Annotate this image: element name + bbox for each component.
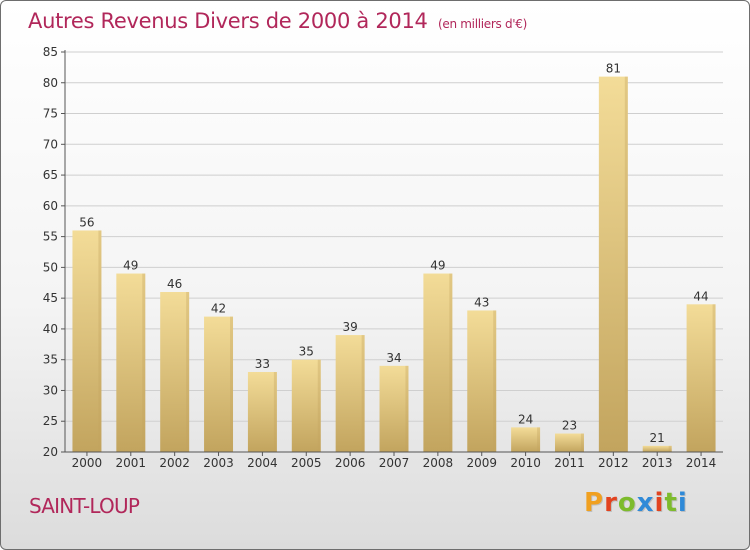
y-tick-label: 60 xyxy=(43,199,58,213)
bar-2004 xyxy=(247,372,277,452)
y-tick-label: 45 xyxy=(43,291,58,305)
bar-shade xyxy=(580,433,584,452)
data-label: 23 xyxy=(562,419,577,433)
logo-letter: i xyxy=(677,488,688,518)
x-tick-label: 2001 xyxy=(116,456,147,470)
x-tick-label: 2006 xyxy=(335,456,366,470)
bar-shade xyxy=(186,292,190,452)
x-tick-label: 2005 xyxy=(291,456,322,470)
y-tick-label: 20 xyxy=(43,445,58,459)
y-tick-label: 35 xyxy=(43,353,58,367)
data-label: 46 xyxy=(167,277,182,291)
bar-shade xyxy=(98,230,102,452)
x-tick-label: 2009 xyxy=(466,456,497,470)
bar-shade xyxy=(230,316,234,452)
bar-shade xyxy=(317,359,321,452)
x-tick-label: 2000 xyxy=(72,456,103,470)
x-tick-label: 2004 xyxy=(247,456,278,470)
bar-2009 xyxy=(467,310,497,452)
x-tick-label: 2002 xyxy=(159,456,190,470)
y-tick-label: 25 xyxy=(43,414,58,428)
chart-subtitle: (en milliers d'€) xyxy=(438,17,528,31)
bar-2001 xyxy=(116,273,146,452)
bar-shade xyxy=(668,445,672,452)
data-label: 44 xyxy=(693,289,708,303)
logo-letter: x xyxy=(636,488,655,518)
data-label: 49 xyxy=(123,259,138,273)
y-tick-label: 55 xyxy=(43,230,58,244)
bar-shade xyxy=(361,335,365,452)
bar-shade xyxy=(273,372,277,452)
chart-title: Autres Revenus Divers de 2000 à 2014 (en… xyxy=(28,9,527,33)
logo-letter: P xyxy=(584,488,605,518)
bar-shade xyxy=(493,310,497,452)
data-label: 81 xyxy=(606,62,621,76)
bar-2014 xyxy=(686,304,716,452)
x-tick-label: 2003 xyxy=(203,456,234,470)
place-name: SAINT-LOUP xyxy=(29,494,140,518)
y-tick-label: 80 xyxy=(43,76,58,90)
bar-2000 xyxy=(72,230,102,452)
bar-shade xyxy=(142,273,146,452)
bar-shade xyxy=(712,304,716,452)
bar-2003 xyxy=(204,316,234,452)
y-tick-label: 70 xyxy=(43,137,58,151)
x-tick-label: 2007 xyxy=(379,456,410,470)
axes xyxy=(61,50,723,456)
x-tick-label: 2008 xyxy=(423,456,454,470)
bar-2002 xyxy=(160,292,190,452)
bar-shade xyxy=(624,76,628,452)
data-label: 21 xyxy=(650,431,665,445)
x-tick-label: 2013 xyxy=(642,456,673,470)
logo-letter: i xyxy=(654,488,665,518)
bar-shade xyxy=(537,427,541,452)
y-tick-label: 85 xyxy=(43,45,58,59)
data-label: 35 xyxy=(299,345,314,359)
y-tick-label: 30 xyxy=(43,383,58,397)
x-tick-label: 2014 xyxy=(686,456,717,470)
bar-2008 xyxy=(423,273,453,452)
logo-letter: o xyxy=(617,488,637,518)
data-label: 42 xyxy=(211,302,226,316)
chart-title-text: Autres Revenus Divers de 2000 à 2014 xyxy=(28,9,428,33)
x-tick-label: 2011 xyxy=(554,456,585,470)
bar-2006 xyxy=(335,335,365,452)
y-tick-label: 40 xyxy=(43,322,58,336)
data-label: 49 xyxy=(430,259,445,273)
logo-letter: r xyxy=(604,488,618,518)
bar-2005 xyxy=(291,359,321,452)
bar-shade xyxy=(405,365,409,452)
data-label: 24 xyxy=(518,412,533,426)
y-tick-label: 65 xyxy=(43,168,58,182)
y-tick-label: 75 xyxy=(43,107,58,121)
proxiti-logo: Proxiti xyxy=(584,488,688,518)
bar-2010 xyxy=(511,427,541,452)
logo-letter: t xyxy=(664,488,678,518)
bars xyxy=(72,76,716,452)
data-label: 39 xyxy=(342,320,357,334)
data-label: 43 xyxy=(474,295,489,309)
bar-2013 xyxy=(642,445,672,452)
x-tick-label: 2012 xyxy=(598,456,629,470)
bar-2012 xyxy=(598,76,628,452)
y-tick-label: 50 xyxy=(43,260,58,274)
data-label: 33 xyxy=(255,357,270,371)
x-tick-label: 2010 xyxy=(510,456,541,470)
data-label: 56 xyxy=(79,215,94,229)
bar-2011 xyxy=(554,433,584,452)
labels: 20 25 30 35 40 45 50 55 60 65 70 75 80 85 56 2000 49 2001… xyxy=(43,45,717,470)
bar-shade xyxy=(449,273,453,452)
bar-2007 xyxy=(379,365,409,452)
data-label: 34 xyxy=(386,351,401,365)
